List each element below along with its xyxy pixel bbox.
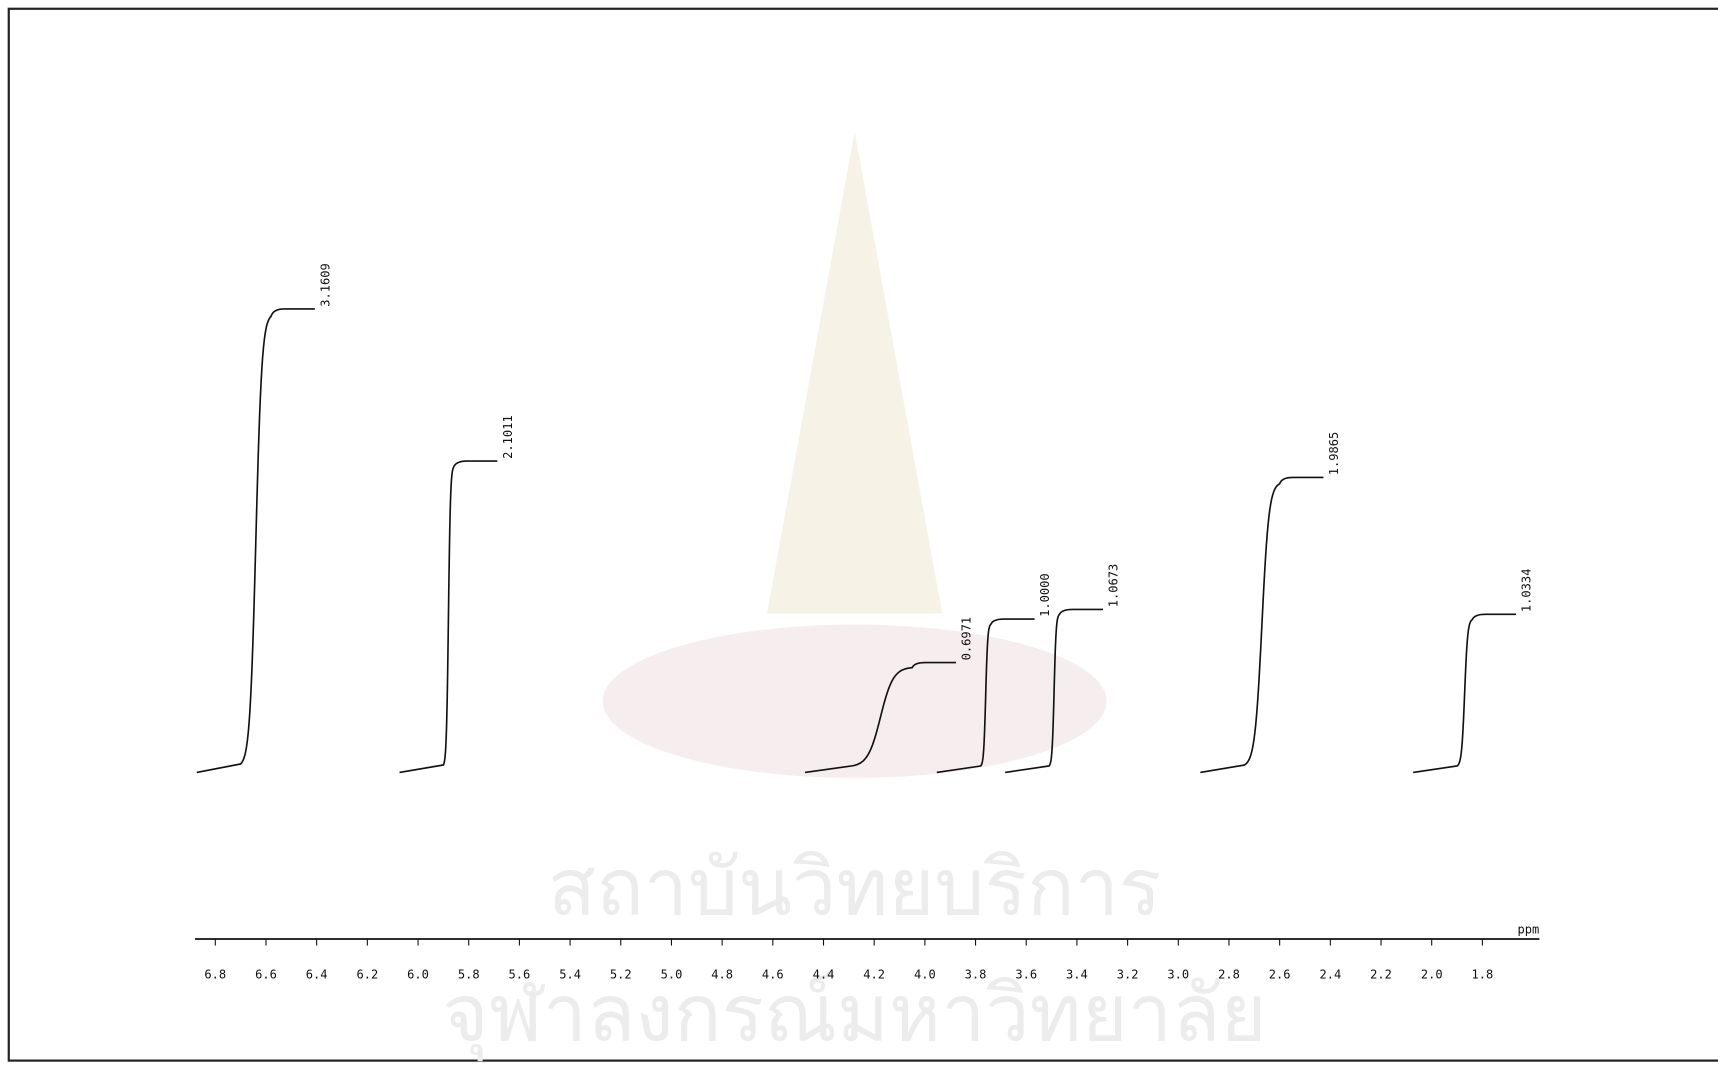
- x-tick-label: 3.8: [965, 968, 987, 982]
- x-tick-label: 2.4: [1319, 968, 1341, 982]
- x-tick-label: 5.4: [559, 968, 581, 982]
- x-tick-label: 6.0: [407, 968, 429, 982]
- x-tick-label: 3.2: [1117, 968, 1139, 982]
- watermark-emblem: [766, 131, 943, 614]
- x-tick-label: 5.0: [661, 968, 683, 982]
- x-tick-label: 4.8: [711, 968, 733, 982]
- frame: [7, 7, 1718, 1062]
- integral-curve: [1413, 613, 1517, 774]
- x-tick-label: 2.2: [1370, 968, 1392, 982]
- integral-label: 1.0334: [1520, 569, 1534, 613]
- integral-label: 3.1609: [318, 263, 332, 307]
- integral-label: 1.0673: [1106, 564, 1120, 608]
- integral-label: 0.6971: [959, 617, 973, 661]
- x-tick-label: 5.8: [458, 968, 480, 982]
- integral-label: 1.0000: [1038, 573, 1052, 617]
- integral-curve: [936, 618, 1035, 774]
- watermark-emblem: [602, 624, 1107, 778]
- integral-curve: [1200, 476, 1324, 774]
- x-tick-label: 5.6: [509, 968, 531, 982]
- x-tick-label: 3.0: [1167, 968, 1189, 982]
- integral-label: 2.1011: [501, 415, 515, 459]
- integral-curve: [399, 460, 498, 774]
- x-tick-label: 6.8: [204, 968, 226, 982]
- x-tick-label: 3.6: [1015, 968, 1037, 982]
- x-tick-label: 1.8: [1472, 968, 1494, 982]
- x-tick-label: 4.0: [914, 968, 936, 982]
- integral-curve: [1005, 608, 1104, 774]
- x-tick-label: 2.0: [1421, 968, 1443, 982]
- x-tick-label: 4.6: [762, 968, 784, 982]
- x-tick-label: 4.4: [813, 968, 835, 982]
- x-tick-label: 5.2: [610, 968, 632, 982]
- integral-label: 1.9865: [1327, 432, 1341, 476]
- watermark-text: สถาบันวิทยบริการ: [548, 841, 1162, 933]
- x-tick-label: 2.6: [1269, 968, 1291, 982]
- integral-curve: [196, 308, 315, 774]
- x-tick-label: 2.8: [1218, 968, 1240, 982]
- x-tick-label: 3.4: [1066, 968, 1088, 982]
- x-tick-label: 4.2: [863, 968, 885, 982]
- integral-curve: [804, 661, 957, 774]
- x-tick-label: 6.2: [356, 968, 378, 982]
- watermark-text: จุฬาลงกรณ์มหาวิทยาลัย: [443, 967, 1267, 1061]
- x-tick-label: 6.4: [306, 968, 328, 982]
- x-unit: ppm: [1517, 923, 1539, 937]
- x-tick-label: 6.6: [255, 968, 277, 982]
